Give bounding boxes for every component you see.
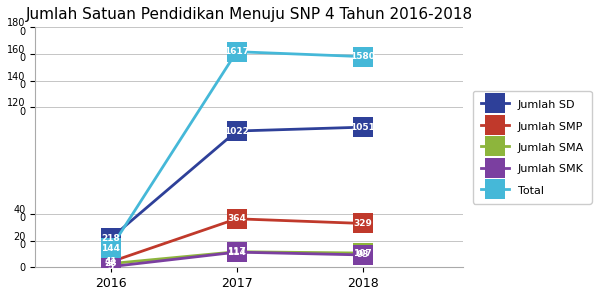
Total	[359, 55, 366, 59]
Text: 114: 114	[227, 248, 246, 257]
Jumlah SMA	[359, 251, 366, 255]
Total	[107, 246, 114, 250]
Jumlah SD	[233, 129, 240, 133]
Jumlah SD	[107, 236, 114, 240]
Text: 329: 329	[353, 219, 372, 228]
Line: Jumlah SD: Jumlah SD	[101, 117, 373, 248]
Jumlah SMK	[233, 250, 240, 254]
Jumlah SD	[359, 125, 366, 129]
Text: 218: 218	[101, 234, 120, 243]
Jumlah SMA	[107, 262, 114, 266]
Text: 5: 5	[108, 262, 114, 271]
Total	[233, 50, 240, 53]
Legend: Jumlah SD, Jumlah SMP, Jumlah SMA, Jumlah SMK, Total: Jumlah SD, Jumlah SMP, Jumlah SMA, Jumla…	[473, 91, 592, 204]
Line: Jumlah SMP: Jumlah SMP	[101, 209, 373, 271]
Jumlah SMK	[107, 265, 114, 268]
Text: 28: 28	[104, 259, 117, 268]
Text: 1580: 1580	[350, 52, 375, 61]
Jumlah SMP	[107, 260, 114, 264]
Line: Jumlah SMK: Jumlah SMK	[101, 242, 373, 277]
Text: 41: 41	[104, 257, 117, 266]
Line: Jumlah SMA: Jumlah SMA	[101, 242, 373, 273]
Jumlah SMP	[233, 217, 240, 221]
Text: 117: 117	[227, 247, 246, 256]
Text: 364: 364	[227, 214, 246, 223]
Text: 1617: 1617	[224, 47, 249, 56]
Jumlah SMK	[359, 253, 366, 257]
Text: 1051: 1051	[350, 123, 375, 132]
Jumlah SMA	[233, 250, 240, 254]
Text: 107: 107	[353, 249, 372, 257]
Text: 144: 144	[101, 244, 120, 253]
Title: Jumlah Satuan Pendidikan Menuju SNP 4 Tahun 2016-2018: Jumlah Satuan Pendidikan Menuju SNP 4 Ta…	[26, 7, 473, 22]
Text: 93: 93	[356, 250, 369, 260]
Line: Total: Total	[101, 42, 373, 258]
Text: 1022: 1022	[224, 127, 249, 135]
Jumlah SMP	[359, 222, 366, 225]
